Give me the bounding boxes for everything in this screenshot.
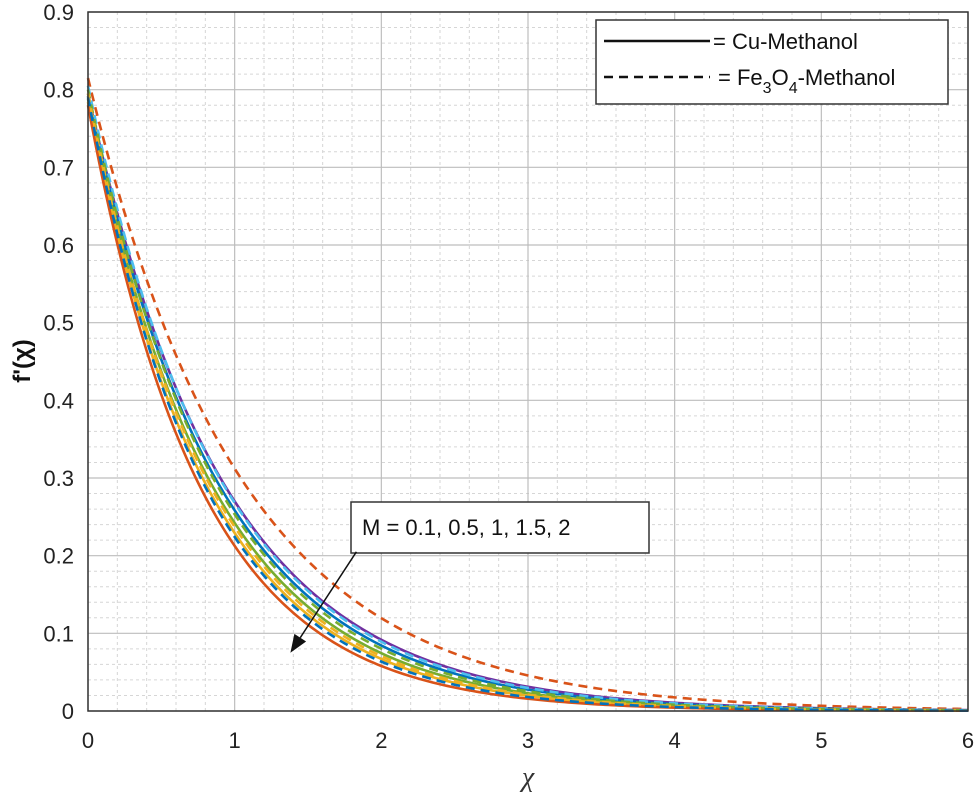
annotation-box [350,501,650,554]
x-tick-label: 3 [522,728,534,753]
x-tick-label: 4 [669,728,681,753]
x-tick-label: 5 [815,728,827,753]
x-tick-label: 1 [229,728,241,753]
series-line-dashed-8 [86,93,969,712]
series-line-dashed-9 [86,97,969,712]
x-tick-label: 0 [82,728,94,753]
legend: = Cu-Methanol = Fe3O4-Methanol [595,19,949,105]
plot-frame [87,11,969,712]
y-tick-label: 0.3 [43,466,74,491]
grid [87,11,969,712]
y-tick-label: 0 [62,699,74,724]
y-axis-label: f'(χ) [9,339,36,383]
series-group [86,77,969,713]
x-axis-label: χ [519,762,535,793]
series-line-dashed-7 [86,89,969,712]
y-tick-label: 0.4 [43,388,74,413]
y-tick-label: 0.2 [43,544,74,569]
annotation-arrow [299,551,358,639]
y-tick-label: 0.9 [43,0,74,25]
tick-labels: 0 1 2 3 4 5 6 0 0.1 0.2 0.3 0.4 0.5 0.6 0.7 0.8 0.9 [43,0,974,753]
y-tick-label: 0.6 [43,233,74,258]
y-tick-label: 0.1 [43,621,74,646]
annotation-text: M = 0.1, 0.5, 1, 1.5, 2 [362,515,571,540]
legend-label-cu: = Cu-Methanol [713,29,858,54]
y-tick-label: 0.7 [43,155,74,180]
annotation: M = 0.1, 0.5, 1, 1.5, 2 [290,501,650,653]
y-tick-label: 0.5 [43,311,74,336]
x-tick-label: 6 [962,728,974,753]
legend-label-fe3o4: = Fe3O4-Methanol [718,65,895,97]
x-tick-label: 2 [375,728,387,753]
y-tick-label: 0.8 [43,78,74,103]
annotation-arrowhead [290,633,307,653]
legend-box [595,19,949,105]
series-line-dashed-5 [86,77,969,711]
